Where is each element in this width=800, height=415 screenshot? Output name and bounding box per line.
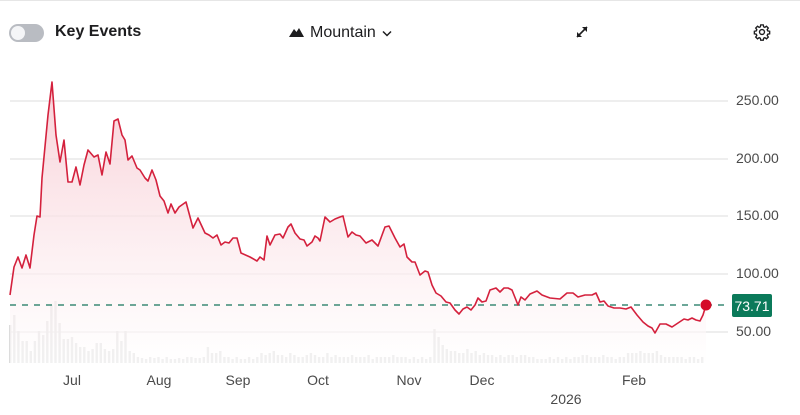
last-price-badge: 73.71 [732,294,772,317]
last-price-marker[interactable] [700,299,712,311]
x-tick-label: Jul [63,372,81,388]
y-tick-label: 100.00 [736,265,779,281]
x-tick-label: Feb [621,372,647,388]
toggle-knob [11,26,25,40]
gear-icon [753,23,771,46]
chart-mode-dropdown[interactable]: Mountain [289,22,392,44]
key-events-toggle[interactable] [9,24,44,42]
price-line [9,81,707,334]
x-tick-label: Nov [396,372,422,388]
y-tick-label: 150.00 [736,207,779,223]
y-tick-label: 50.00 [736,323,772,339]
expand-button[interactable] [571,23,593,45]
price-area-fill [10,82,706,365]
x-tick-label: Oct [307,372,329,388]
chart-mode-label: Mountain [310,24,376,41]
x-tick-label: Dec [469,372,495,388]
settings-button[interactable] [751,23,773,45]
y-tick-label: 200.00 [736,150,779,166]
mountain-icon [289,24,304,42]
expand-icon [574,24,590,45]
x-tick-label: Aug [146,372,172,388]
key-events-label: Key Events [55,23,142,40]
x-axis-year-label: 2026 [550,391,582,407]
x-tick-label: Sep [225,372,251,388]
top-divider [0,0,800,1]
chevron-down-icon [382,24,392,42]
y-tick-label: 250.00 [736,92,779,108]
chart-toolbar: Key Events Mountain [0,18,800,50]
